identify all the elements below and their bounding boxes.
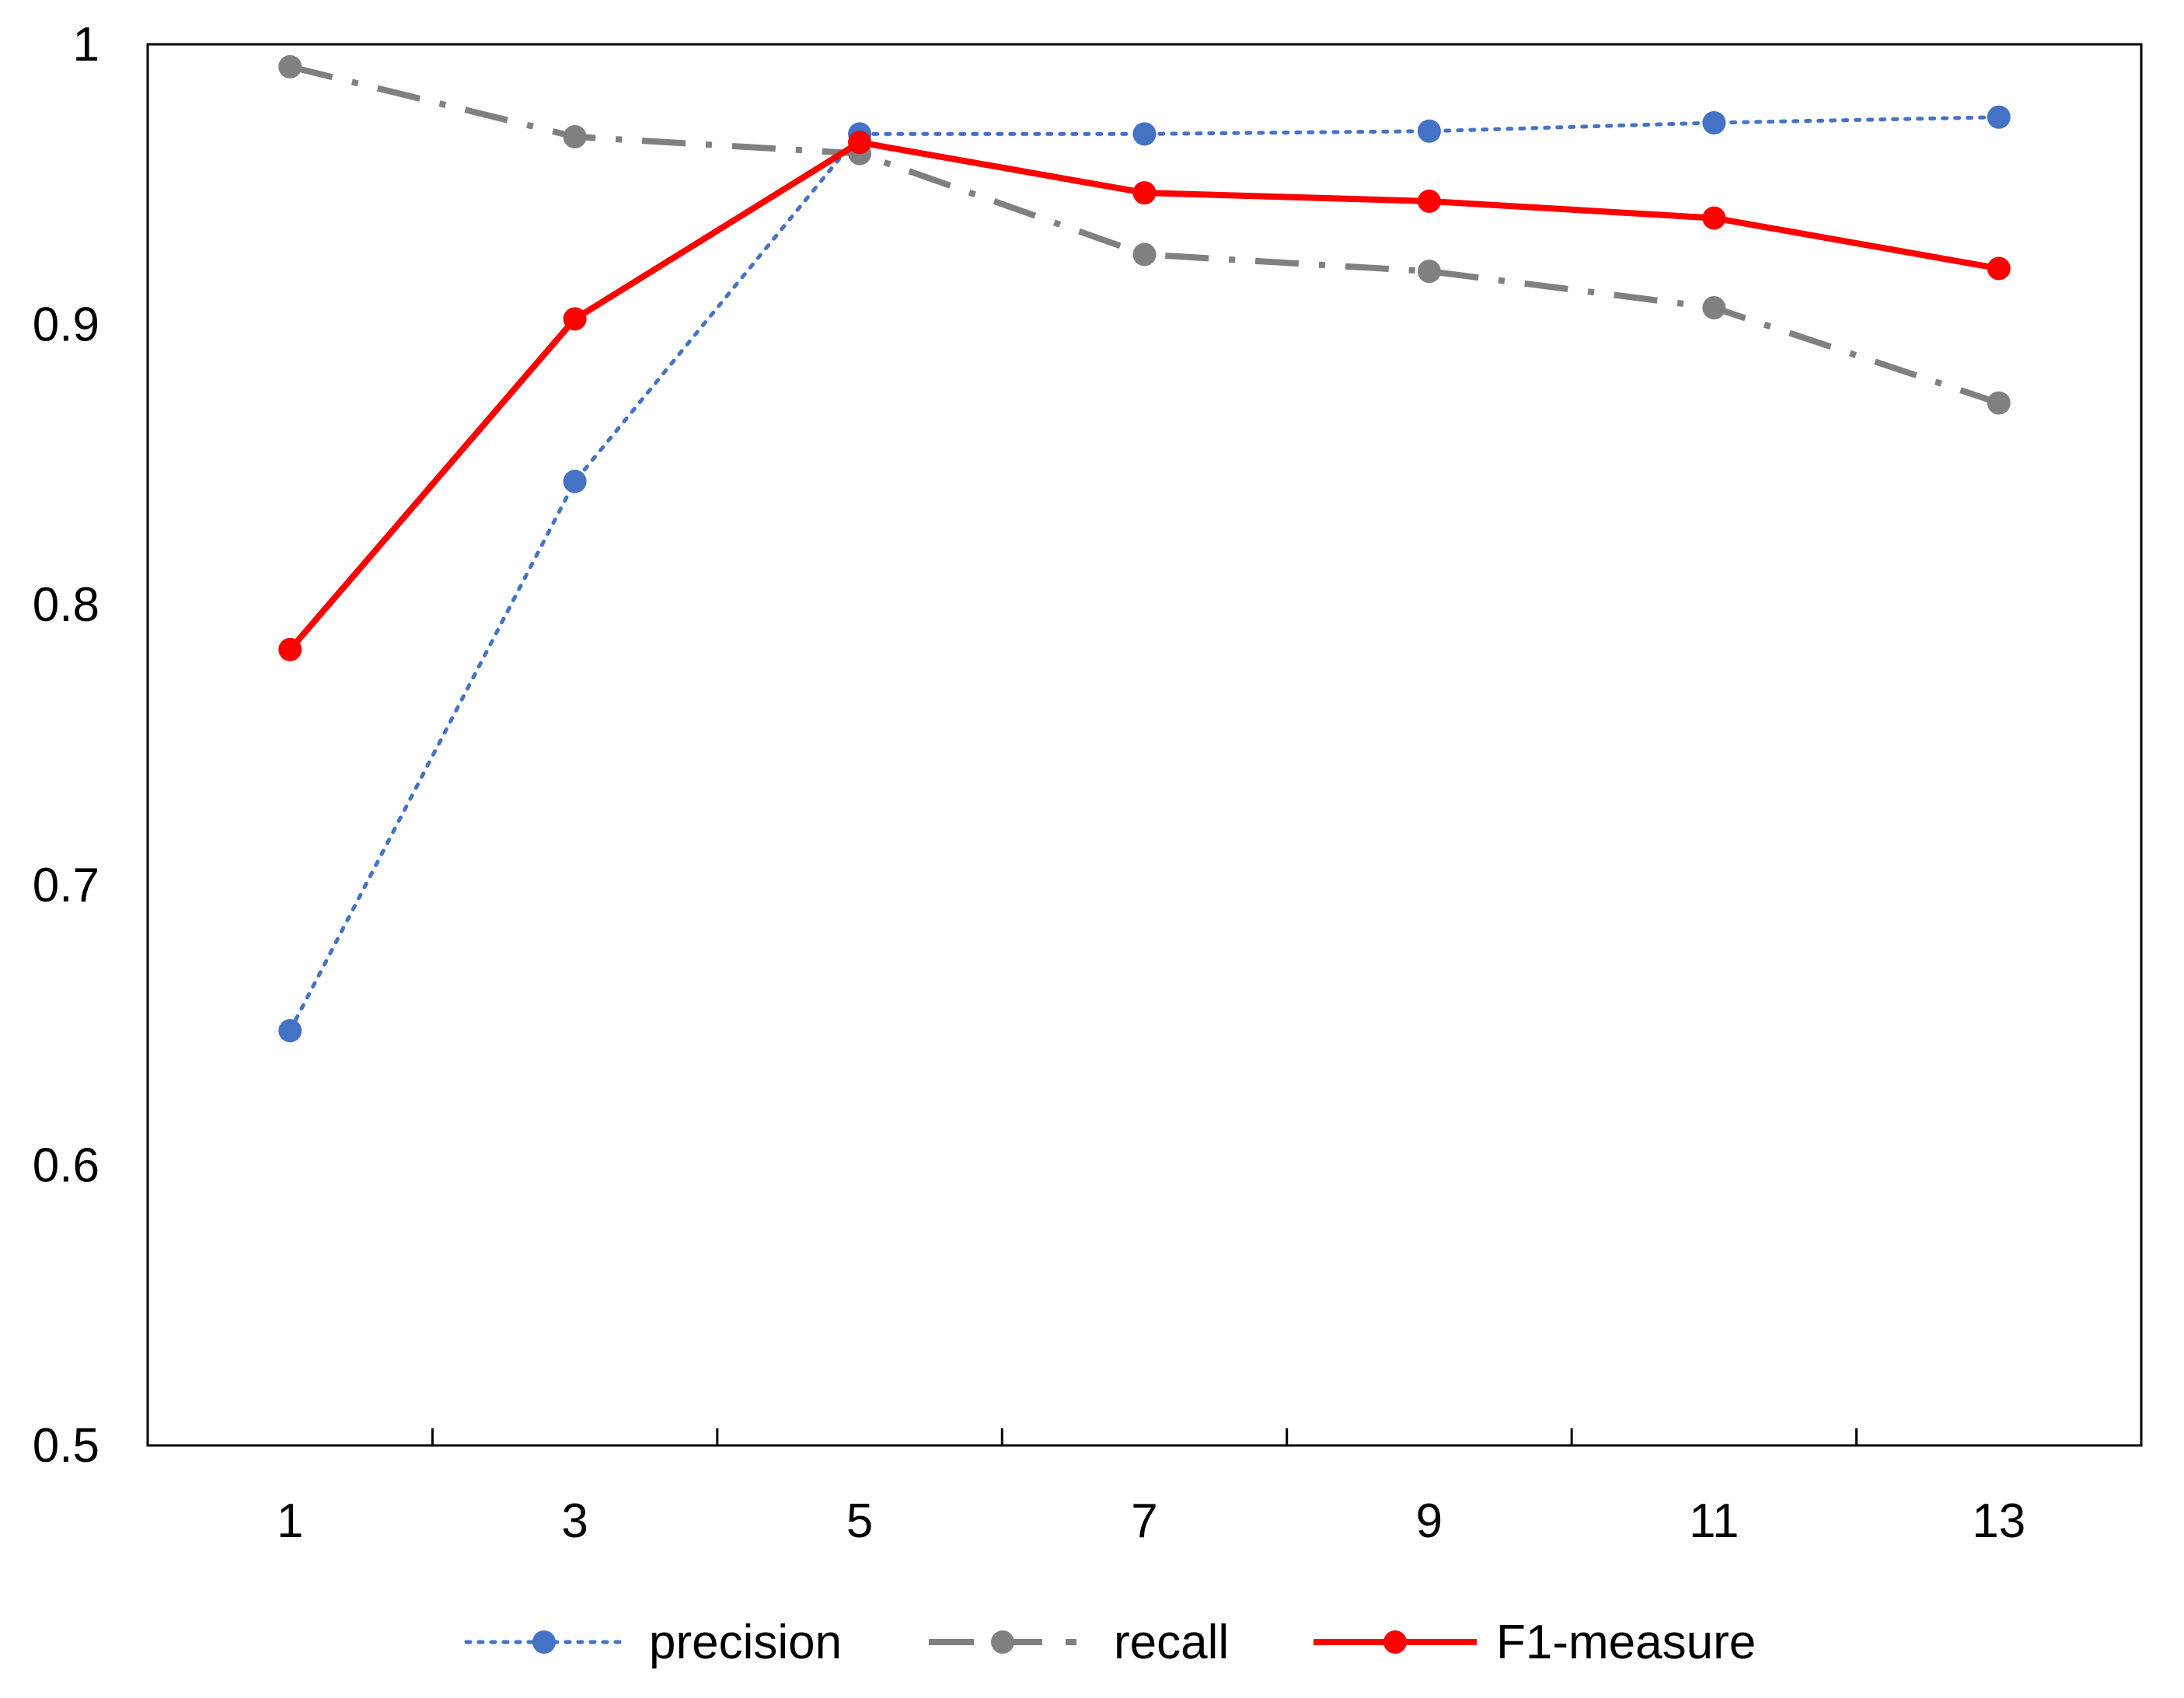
data-point-f1-measure xyxy=(563,307,587,331)
data-point-precision xyxy=(1417,119,1441,143)
plot-area xyxy=(146,43,2143,1447)
legend-marker-precision xyxy=(532,1630,556,1654)
x-tick-label: 5 xyxy=(846,1494,873,1548)
data-point-recall xyxy=(1987,391,2011,415)
data-point-precision xyxy=(563,469,587,493)
legend-label-precision: precision xyxy=(649,1616,842,1669)
data-point-precision xyxy=(1987,105,2011,129)
data-point-f1-measure xyxy=(848,131,872,155)
y-tick-label: 0.6 xyxy=(33,1138,99,1192)
data-point-recall xyxy=(1132,242,1157,267)
x-tick-label: 7 xyxy=(1131,1494,1157,1548)
legend-marker-recall xyxy=(991,1630,1014,1654)
axes-layer: 0.50.60.70.80.911 3 5 7 9 11 13 xyxy=(33,18,2025,1548)
legend-marker-f1-measure xyxy=(1383,1630,1407,1654)
data-point-recall xyxy=(1417,260,1441,284)
legend-label-recall: recall xyxy=(1114,1616,1229,1669)
y-tick-label: 0.8 xyxy=(33,578,99,632)
data-point-recall xyxy=(278,54,302,78)
data-point-recall xyxy=(1702,295,1726,319)
x-tick-label: 3 xyxy=(561,1494,588,1548)
legend-label-f1-measure: F1-measure xyxy=(1496,1616,1756,1669)
data-point-precision xyxy=(278,1019,302,1043)
plot-frame xyxy=(146,43,2143,1447)
y-tick-label: 1 xyxy=(73,18,99,71)
y-tick-label: 0.9 xyxy=(33,298,99,352)
data-point-precision xyxy=(1132,122,1157,146)
y-tick-label: 0.5 xyxy=(33,1419,99,1473)
series-layer xyxy=(278,54,2011,1043)
data-point-precision xyxy=(1702,110,1726,134)
data-point-recall xyxy=(563,124,587,148)
legend: precision recall F1-measure xyxy=(464,1616,1756,1669)
data-point-f1-measure xyxy=(1702,206,1726,230)
x-tick-label: 1 xyxy=(277,1494,303,1548)
x-tick-label: 13 xyxy=(1972,1494,2025,1548)
x-tick-label: 11 xyxy=(1689,1494,1739,1548)
series-line-f1-measure xyxy=(288,139,2000,652)
data-point-f1-measure xyxy=(1417,189,1441,213)
x-tick-label: 9 xyxy=(1416,1494,1443,1548)
data-point-f1-measure xyxy=(278,637,302,661)
data-point-f1-measure xyxy=(1132,181,1157,205)
data-point-f1-measure xyxy=(1987,256,2011,281)
y-tick-label: 0.7 xyxy=(33,859,99,912)
